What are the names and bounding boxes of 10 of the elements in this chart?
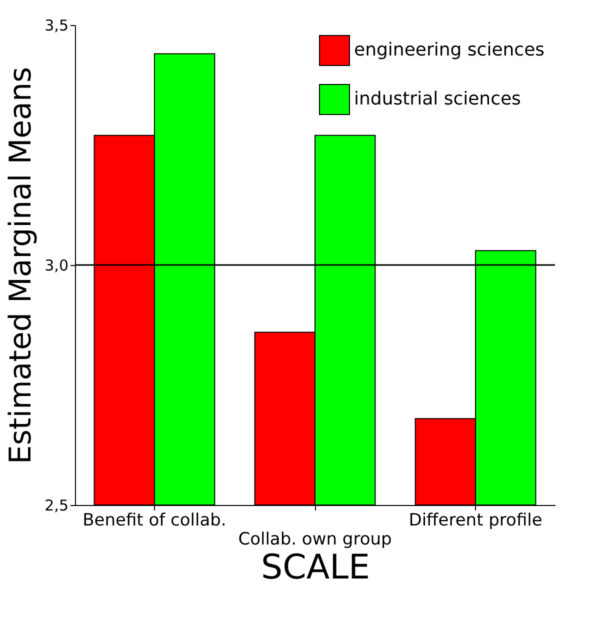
x-tick-label: Different profile [408,510,542,530]
x-axis-title: SCALE [260,548,370,588]
y-tick-label: 3,0 [44,256,68,274]
y-axis-title: Estimated Marginal Means [4,66,39,464]
legend-label: industrial sciences [354,88,521,110]
y-tick-label: 2,5 [44,496,68,514]
x-tick-label: Collab. own group [238,530,392,550]
legend-label: engineering sciences [354,40,545,60]
y-tick-label: 3,5 [44,16,68,34]
x-tick-label: Benefit of collab. [82,510,226,530]
